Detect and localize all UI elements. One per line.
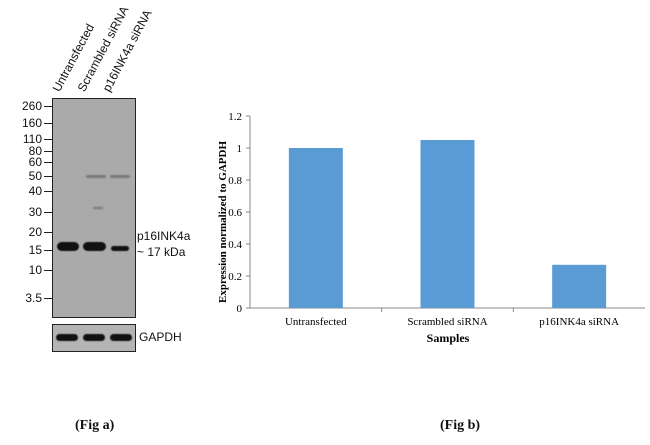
x-tick-label: p16INK4a siRNA <box>539 316 619 328</box>
y-tick-label: 0 <box>237 303 243 315</box>
mw-marker: 80 <box>28 144 42 158</box>
gapdh-label: GAPDH <box>139 330 182 344</box>
mw-marker: 50 <box>28 169 42 183</box>
gapdh-panel <box>52 324 136 352</box>
p16-band-knockdown <box>111 246 129 251</box>
x-tick-label: Untransfected <box>285 316 347 328</box>
mw-tick <box>44 176 52 177</box>
y-tick-label: 0.8 <box>228 175 242 187</box>
fig-a-caption: (Fig a) <box>75 418 115 433</box>
mw-marker: 260 <box>21 99 42 113</box>
y-tick-label: 0.4 <box>228 239 242 251</box>
p16-band-scrambled <box>83 242 106 251</box>
mw-tick <box>44 106 52 107</box>
y-tick-label: 1.2 <box>228 111 242 123</box>
faint-band <box>110 175 130 178</box>
mw-markers: 260 160 110 80 60 50 40 30 20 15 10 3.5 <box>0 0 52 330</box>
band-label-size: ~ 17 kDa <box>137 245 186 259</box>
mw-tick <box>44 162 52 163</box>
mw-marker: 60 <box>28 155 42 169</box>
blot-panel <box>52 98 136 318</box>
mw-tick <box>44 270 52 271</box>
band-label-protein: p16INK4a <box>137 229 191 243</box>
bar <box>420 140 475 308</box>
mw-tick <box>44 212 52 213</box>
mw-marker: 10 <box>28 263 42 277</box>
bar <box>288 148 343 308</box>
gapdh-band <box>83 334 105 341</box>
y-tick-label: 0.6 <box>228 207 242 219</box>
mw-tick <box>44 298 52 299</box>
mw-marker: 15 <box>28 243 42 257</box>
western-blot-figure: Untransfected Scrambled siRNA p16INK4a s… <box>0 0 220 360</box>
mw-tick <box>44 123 52 124</box>
gapdh-band <box>110 334 132 341</box>
mw-tick <box>44 191 52 192</box>
mw-tick <box>44 139 52 140</box>
mw-marker: 40 <box>28 184 42 198</box>
mw-marker: 30 <box>28 205 42 219</box>
mw-tick <box>44 151 52 152</box>
mw-tick <box>44 232 52 233</box>
mw-marker: 3.5 <box>25 291 42 305</box>
gapdh-band <box>56 334 78 341</box>
x-axis-title: Samples <box>427 331 470 345</box>
y-tick-label: 0.2 <box>228 271 242 283</box>
mw-marker: 20 <box>28 225 42 239</box>
x-tick-label: Scrambled siRNA <box>407 316 487 328</box>
faint-band <box>86 175 106 178</box>
expression-bar-chart: 0 0.2 0.4 0.6 0.8 1 1.2 Untransfected Scrambled… <box>217 111 645 345</box>
p16-band-untransfected <box>57 242 79 251</box>
band-label: p16INK4a ~ 17 kDa <box>137 228 190 260</box>
mw-tick <box>44 250 52 251</box>
faint-band <box>93 207 103 209</box>
bar <box>552 264 607 308</box>
mw-marker: 110 <box>22 132 42 146</box>
fig-b-caption: (Fig b) <box>440 418 481 433</box>
mw-marker: 160 <box>21 116 42 130</box>
y-axis-title: Expression normalized to GAPDH <box>217 141 229 303</box>
y-tick-label: 1 <box>237 143 243 155</box>
